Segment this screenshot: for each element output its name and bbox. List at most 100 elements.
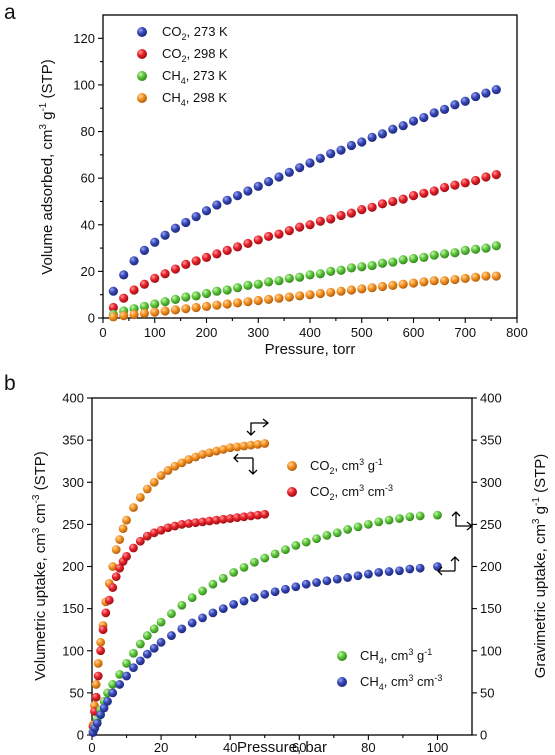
data-point [460,245,470,256]
data-point [218,573,228,583]
data-point [170,521,180,531]
data-point [98,625,108,635]
data-point [301,579,311,589]
panel-b-y-tick-label-right: 300 [480,475,502,490]
panel-a-y-tick-label: 20 [81,264,95,279]
data-point [201,252,212,262]
data-point [353,522,363,532]
data-point [129,503,138,512]
data-point [156,637,166,647]
data-point [433,562,442,571]
panel-b-y-tick-label-right: 50 [480,685,494,700]
panel-a-y-tick-label: 100 [73,77,95,92]
data-point [388,280,398,290]
data-point [243,186,253,196]
data-point [270,549,280,559]
data-point [96,637,106,647]
panel-b-axes: 0 20 40 60 80 100 0 50 100 150 200 250 300 350 400 0 50 1… [62,391,501,755]
panel-b-y-tick-label-left: 200 [62,559,84,574]
data-point [419,277,429,287]
legend-marker [137,71,147,81]
data-point [260,553,270,563]
panel-a-y-tick-label: 60 [81,171,95,186]
data-point [212,249,222,259]
panel-b-x-axis-title: Pressure, bar [237,739,327,755]
data-point [122,658,131,668]
data-point [377,199,388,209]
data-point [419,112,429,123]
panel-b-x-tick-label: 0 [88,740,95,755]
data-point [346,140,356,151]
data-point [260,509,270,519]
data-point [229,567,239,577]
legend-label: CH4, 298 K [162,90,227,108]
panel-b-y-tick-label-left: 400 [62,391,84,406]
data-point [460,273,470,283]
data-point [122,515,131,525]
series-blue [108,84,501,296]
data-point [398,255,408,265]
data-point [315,288,325,299]
data-point [191,452,201,462]
data-point [111,545,121,555]
data-point [208,579,218,589]
series-orange [108,271,501,322]
data-point [357,262,367,272]
data-point [201,206,212,216]
data-point [460,96,470,106]
data-point [149,643,159,653]
data-point [367,132,377,142]
data-point [322,576,332,586]
arrow-co2-volumetric-left [233,453,258,475]
data-point [119,293,129,303]
data-point [481,88,491,98]
data-point [225,514,235,523]
data-point [139,245,149,256]
data-point [264,294,274,304]
data-point [167,609,176,619]
data-point [408,253,419,264]
data-point [270,587,280,597]
data-point [312,534,321,544]
data-point [191,256,201,266]
legend-label: CH4, 273 K [162,68,227,86]
data-point [96,710,106,720]
data-point [163,466,173,475]
panel-b-x-tick-label: 20 [154,740,168,755]
panel-b: b 0 20 40 60 80 100 0 50 100 150 200 250 300 350 400 0 5… [4,372,549,755]
data-point [115,669,125,679]
data-point [201,288,212,299]
panel-b-data-points [88,439,442,737]
data-point [222,285,232,295]
data-point [212,300,222,310]
series-red [108,170,501,313]
data-point [336,145,346,155]
data-point [222,299,232,309]
data-point [150,237,160,247]
data-point [405,564,415,574]
data-point [377,129,388,139]
data-point [274,172,284,182]
data-point [408,116,419,126]
panel-a-y-tick-label: 0 [88,311,95,326]
data-point [367,283,377,293]
data-point [281,584,290,594]
data-point [232,513,242,523]
legend-marker [287,487,297,497]
panel-b-x-tick-label: 80 [361,740,375,755]
data-point [108,688,118,698]
data-point [229,600,239,609]
data-point [264,177,274,187]
data-point [481,243,491,253]
panel-b-y-tick-label-left: 50 [70,685,84,700]
data-point [395,566,404,576]
data-point [249,593,259,603]
data-point [384,515,394,525]
data-point [274,293,284,303]
data-point [491,170,501,180]
data-point [336,265,346,275]
data-point [211,446,221,456]
data-point [315,216,325,226]
data-point [388,124,398,134]
data-point [450,100,460,110]
